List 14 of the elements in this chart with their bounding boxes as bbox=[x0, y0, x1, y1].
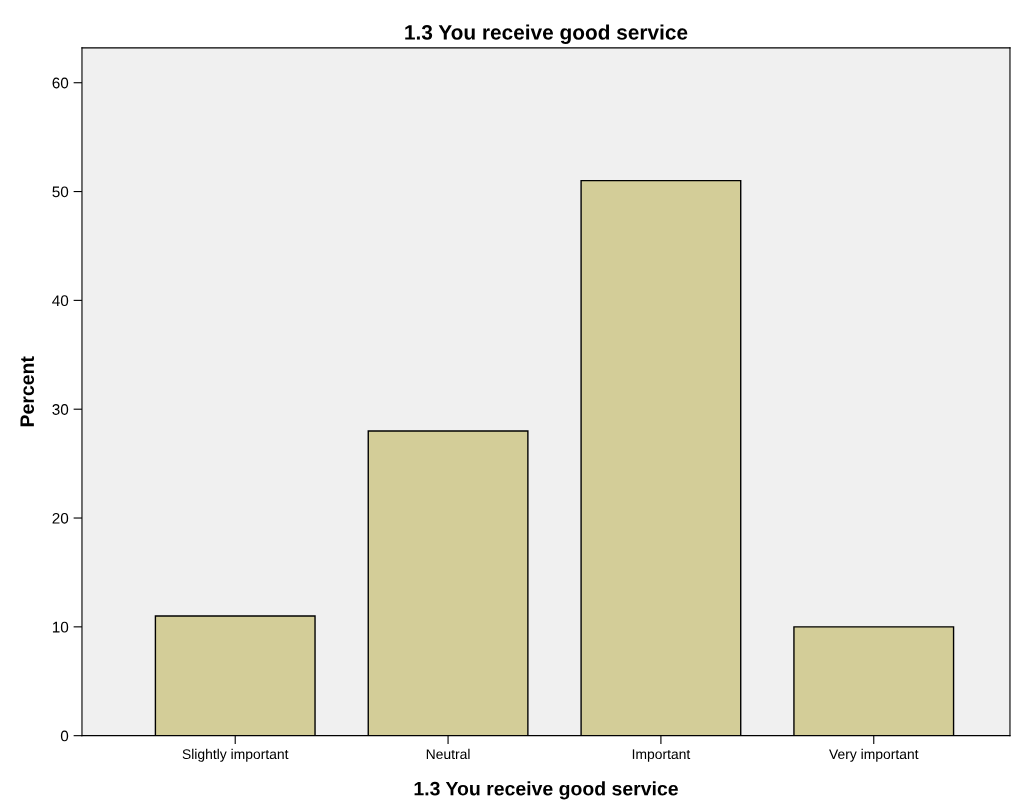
x-tick-label: Important bbox=[632, 749, 691, 762]
x-tick-label: Neutral bbox=[426, 748, 470, 760]
chart-title: 1.3 You receive good service bbox=[405, 24, 688, 44]
y-axis-title: Percent bbox=[20, 356, 35, 427]
y-tick-label: 40 bbox=[52, 295, 69, 307]
y-tick-label: 20 bbox=[52, 512, 69, 524]
y-tick-label: 50 bbox=[52, 186, 69, 198]
y-tick-label: 60 bbox=[52, 77, 69, 89]
y-tick-label: 30 bbox=[52, 404, 69, 415]
x-tick-label: Very important bbox=[829, 748, 919, 762]
x-axis-title: 1.3 You receive good service bbox=[414, 781, 678, 800]
x-tick-label: Slightly important bbox=[182, 748, 289, 762]
y-tick-label: 10 bbox=[52, 621, 69, 633]
y-tick-label: 0 bbox=[60, 730, 69, 742]
